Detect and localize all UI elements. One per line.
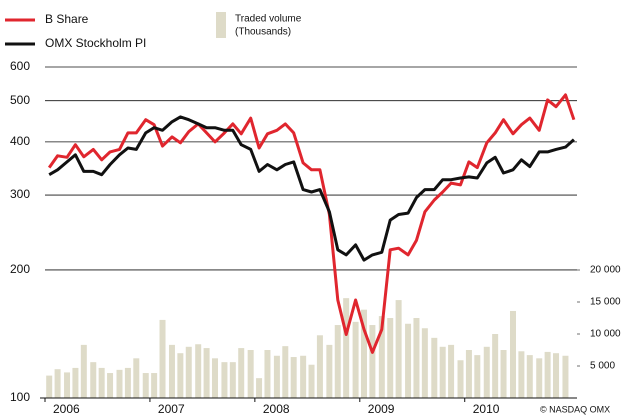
y2-tick-label: 10 000 <box>590 329 621 340</box>
legend-swatch <box>216 12 226 38</box>
volume-bar <box>107 373 114 398</box>
volume-bar <box>72 367 79 398</box>
x-tick-label: 2009 <box>368 402 395 416</box>
volume-bar <box>282 346 289 398</box>
volume-bar <box>553 353 560 398</box>
y-tick-label: 500 <box>10 93 30 107</box>
volume-bar <box>238 348 245 398</box>
volume-bar <box>273 355 280 398</box>
legend-label: Traded volume <box>235 14 302 25</box>
volume-bar <box>221 362 228 398</box>
volume-bar <box>90 362 97 398</box>
volume-bar <box>518 351 525 398</box>
volume-bar <box>448 344 455 398</box>
volume-bar <box>133 358 140 398</box>
volume-bar <box>326 344 333 398</box>
volume-bar <box>474 355 481 398</box>
volume-bar <box>536 358 543 398</box>
volume-bar <box>316 335 323 398</box>
volume-bar <box>387 318 394 398</box>
line-series <box>47 93 576 354</box>
y2-axis-label: (Thousands) <box>235 27 291 38</box>
volume-bar <box>492 334 499 398</box>
volume-bar <box>369 325 376 398</box>
volume-bar <box>116 369 123 398</box>
volume-bar <box>405 323 412 398</box>
y-tick-label: 400 <box>10 134 30 148</box>
y-tick-label: 200 <box>10 262 30 276</box>
volume-bar <box>465 350 472 398</box>
legend-label: B Share <box>45 12 89 26</box>
volume-bar <box>457 360 464 398</box>
volume-bar <box>46 375 53 398</box>
y-tick-label: 300 <box>10 187 30 201</box>
volume-bar <box>300 355 307 398</box>
volume-bar <box>203 348 210 398</box>
volume-bar <box>431 337 438 398</box>
x-tick-label: 2007 <box>158 402 185 416</box>
volume-bar <box>80 344 87 398</box>
volume-bar <box>177 353 184 398</box>
volume-bar <box>334 325 341 398</box>
volume-bar <box>151 373 158 398</box>
volume-bar <box>211 358 218 398</box>
volume-bar <box>439 346 446 398</box>
volume-bar <box>395 300 402 398</box>
volume-bar <box>526 355 533 398</box>
volume-bar <box>229 362 236 398</box>
volume-bar <box>64 372 71 398</box>
volume-bar <box>168 344 175 398</box>
volume-bar <box>159 319 166 398</box>
volume-bar <box>413 318 420 398</box>
y2-tick-label: 5 000 <box>590 361 615 372</box>
volume-bar <box>500 350 507 398</box>
volume-bar <box>54 369 61 398</box>
volume-bar <box>124 367 131 398</box>
x-tick-label: 2006 <box>53 402 80 416</box>
legend-label: OMX Stockholm PI <box>45 36 146 50</box>
y2-tick-label: 20 000 <box>590 265 621 276</box>
y-tick-label: 600 <box>10 59 30 73</box>
x-tick-label: 2010 <box>473 402 500 416</box>
y-tick-label: 100 <box>10 390 30 404</box>
volume-bar <box>256 378 263 398</box>
volume-bar <box>562 355 569 398</box>
volume-bar <box>378 316 385 398</box>
volume-bar <box>352 321 359 398</box>
volume-bar <box>509 310 516 398</box>
volume-bar <box>360 309 367 398</box>
y2-tick-label: 15 000 <box>590 297 621 308</box>
line-series <box>48 115 575 262</box>
volume-bar <box>264 350 271 398</box>
x-tick-label: 2008 <box>263 402 290 416</box>
source: © NASDAQ OMX <box>540 404 610 414</box>
volume-bar <box>185 346 192 398</box>
volume-bar <box>483 346 490 398</box>
volume-bar <box>195 344 202 398</box>
volume-bar <box>142 373 149 398</box>
volume-bar <box>98 367 105 398</box>
volume-bar <box>308 364 315 398</box>
volume-bar <box>290 357 297 398</box>
volume-bar <box>343 298 350 398</box>
volume-bar <box>544 351 551 398</box>
volume-bar <box>247 350 254 398</box>
volume-bar <box>421 328 428 398</box>
